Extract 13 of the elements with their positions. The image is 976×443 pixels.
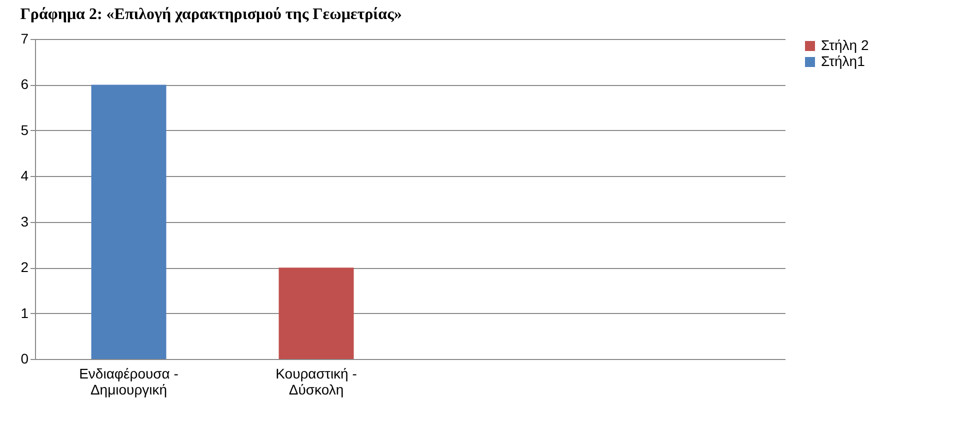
- y-tick-label: 7: [20, 30, 29, 46]
- y-tick-label: 4: [20, 168, 29, 184]
- y-tick-label: 5: [20, 122, 29, 138]
- x-tick-label: Κουραστική - Δύσκολη: [276, 366, 358, 398]
- x-tick-label: Ενδιαφέρουσα - Δημιουργική: [79, 366, 179, 398]
- y-tick-label: 0: [20, 350, 29, 366]
- y-tick-label: 2: [20, 259, 29, 276]
- y-tick-label: 6: [20, 76, 29, 92]
- y-tick-label: 1: [20, 304, 29, 321]
- chart-title: Γράφημα 2: «Επιλογή χαρακτηρισμού της Γεωμετρίας»: [20, 6, 402, 23]
- legend-label: Στήλη1: [821, 53, 866, 69]
- legend-label: Στήλη 2: [821, 37, 869, 53]
- y-tick-label: 3: [20, 213, 29, 230]
